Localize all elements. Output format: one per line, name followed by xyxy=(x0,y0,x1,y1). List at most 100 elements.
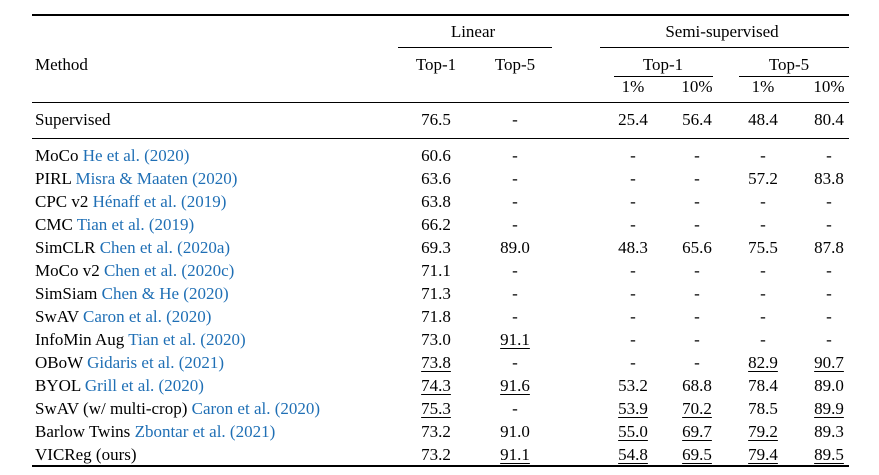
citation-link[interactable]: Misra & Maaten ( xyxy=(75,169,198,188)
value-cell: 78.4 xyxy=(748,376,778,395)
value-cell: - xyxy=(826,330,832,349)
value-cell: - xyxy=(694,192,700,211)
citation-year-link[interactable]: 2020 xyxy=(164,376,199,395)
value-cell: 76.5 xyxy=(421,110,451,129)
value-cell: - xyxy=(760,261,766,280)
citation-link[interactable]: Gidaris et al. ( xyxy=(87,353,185,372)
value-cell: - xyxy=(512,110,518,129)
value-cell: 78.5 xyxy=(748,399,778,418)
value-cell: - xyxy=(630,169,636,188)
method-cell: SwAV Caron et al. (2020) xyxy=(35,307,211,327)
method-cell: Supervised xyxy=(35,110,111,130)
value-cell: - xyxy=(694,330,700,349)
value-cell: - xyxy=(630,353,636,372)
citation-link[interactable]: Zbontar et al. ( xyxy=(134,422,236,441)
value-cell: 60.6 xyxy=(421,146,451,165)
citation-year-link[interactable]: 2020 xyxy=(205,330,240,349)
value-cell: - xyxy=(512,261,518,280)
value-cell: 75.3 xyxy=(421,399,451,418)
method-name: PIRL xyxy=(35,169,72,188)
citation-close: ) xyxy=(228,261,235,280)
value-cell: 63.6 xyxy=(421,169,451,188)
value-cell: 48.3 xyxy=(618,238,648,257)
value-cell: 73.2 xyxy=(421,422,451,441)
citation-close: ) xyxy=(239,330,246,349)
value-cell: 71.1 xyxy=(421,261,451,280)
value-cell: 65.6 xyxy=(682,238,712,257)
value-cell: 74.3 xyxy=(421,376,451,395)
citation-close: ) xyxy=(269,422,276,441)
pct-1-top5: 1% xyxy=(751,77,775,96)
citation-close: ) xyxy=(231,169,238,188)
citation-year-link[interactable]: 2019 xyxy=(186,192,221,211)
value-cell: 87.8 xyxy=(814,238,844,257)
bottom-rule xyxy=(32,465,849,467)
value-cell: - xyxy=(760,330,766,349)
linear-top5-header: Top-5 xyxy=(494,55,536,74)
value-cell: 79.2 xyxy=(748,422,778,441)
pct-10-top5: 10% xyxy=(813,77,845,96)
value-cell: - xyxy=(760,307,766,326)
citation-link[interactable]: Chen & He ( xyxy=(101,284,189,303)
citation-link[interactable]: Chen et al. ( xyxy=(99,238,183,257)
citation-year-link[interactable]: 2020 xyxy=(188,284,223,303)
value-cell: 63.8 xyxy=(421,192,451,211)
method-name: CPC v2 xyxy=(35,192,89,211)
citation-link[interactable]: Chen et al. ( xyxy=(103,261,188,280)
value-cell: - xyxy=(512,146,518,165)
citation-link[interactable]: He et al. ( xyxy=(82,146,150,165)
supervised-rule xyxy=(32,138,849,139)
value-cell: 71.8 xyxy=(421,307,451,326)
method-name: Barlow Twins xyxy=(35,422,131,441)
pct-10-top1: 10% xyxy=(681,77,713,96)
value-cell: - xyxy=(694,307,700,326)
linear-group-rule xyxy=(398,47,552,48)
semi-top5-header: Top-5 xyxy=(768,55,810,74)
method-cell: MoCo He et al. (2020) xyxy=(35,146,189,166)
method-name: SimCLR xyxy=(35,238,96,257)
citation-year-link[interactable]: 2020 xyxy=(280,399,315,418)
value-cell: 83.8 xyxy=(814,169,844,188)
citation-year-link[interactable]: 2020 xyxy=(197,169,232,188)
citation-year-link[interactable]: 2020 xyxy=(149,146,184,165)
method-cell: Barlow Twins Zbontar et al. (2021) xyxy=(35,422,275,442)
citation-year-link[interactable]: 2021 xyxy=(184,353,219,372)
citation-link[interactable]: Tian et al. ( xyxy=(76,215,155,234)
value-cell: - xyxy=(694,169,700,188)
method-name: OBoW xyxy=(35,353,83,372)
value-cell: - xyxy=(826,284,832,303)
citation-link[interactable]: Hénaff et al. ( xyxy=(92,192,187,211)
citation-link[interactable]: Grill et al. ( xyxy=(84,376,165,395)
value-cell: 82.9 xyxy=(748,353,778,372)
method-name: Supervised xyxy=(35,110,111,129)
citation-close: ) xyxy=(314,399,321,418)
citation-link[interactable]: Tian et al. ( xyxy=(128,330,206,349)
value-cell: 69.3 xyxy=(421,238,451,257)
method-name: MoCo xyxy=(35,146,79,165)
citation-year-link[interactable]: 2021 xyxy=(235,422,270,441)
citation-close: ) xyxy=(205,307,212,326)
value-cell: 75.5 xyxy=(748,238,778,257)
value-cell: - xyxy=(630,215,636,234)
value-cell: 91.1 xyxy=(500,330,530,349)
value-cell: - xyxy=(694,284,700,303)
citation-year-link[interactable]: 2019 xyxy=(154,215,189,234)
value-cell: - xyxy=(760,284,766,303)
value-cell: - xyxy=(512,353,518,372)
method-name: InfoMin Aug xyxy=(35,330,125,349)
method-name: SwAV xyxy=(35,307,79,326)
value-cell: - xyxy=(826,261,832,280)
value-cell: - xyxy=(760,192,766,211)
value-cell: 89.0 xyxy=(500,238,530,257)
value-cell: - xyxy=(760,215,766,234)
value-cell: 80.4 xyxy=(814,110,844,129)
method-cell: SimCLR Chen et al. (2020a) xyxy=(35,238,230,258)
citation-close: ) xyxy=(188,215,195,234)
citation-link[interactable]: Caron et al. ( xyxy=(191,399,281,418)
citation-year-link[interactable]: 2020 xyxy=(171,307,206,326)
value-cell: 73.2 xyxy=(421,445,451,464)
citation-link[interactable]: Caron et al. ( xyxy=(83,307,172,326)
citation-year-link[interactable]: 2020c xyxy=(187,261,229,280)
citation-year-link[interactable]: 2020a xyxy=(182,238,225,257)
value-cell: - xyxy=(694,353,700,372)
